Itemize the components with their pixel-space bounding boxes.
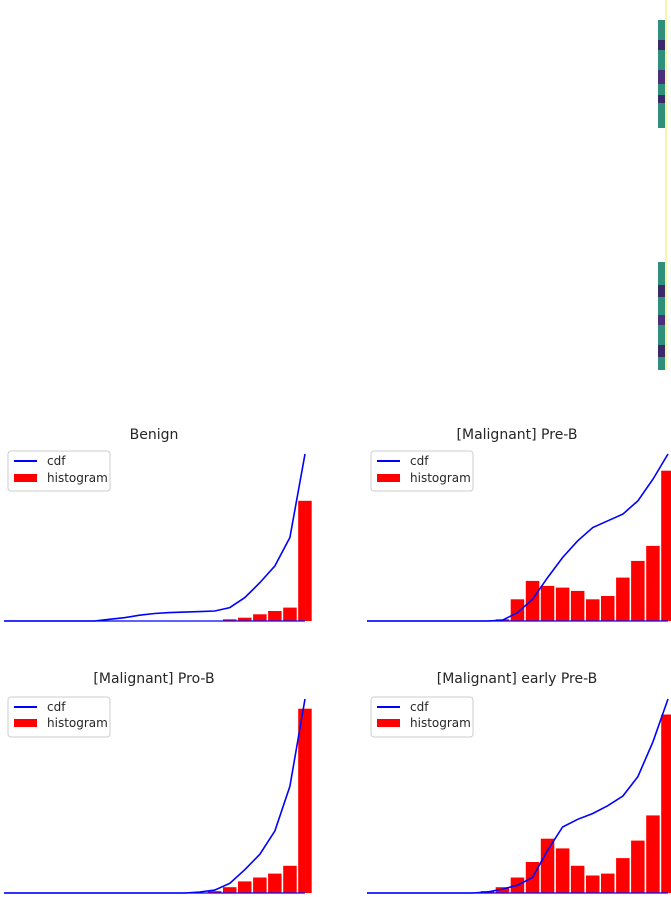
- histogram-bar: [223, 619, 237, 621]
- panel-early-pre-b: [Malignant] early Pre-B cdf histogram: [367, 671, 671, 894]
- histogram-bar: [616, 577, 630, 621]
- legend-histogram: histogram: [47, 716, 108, 730]
- panel-early-pre-b-legend: cdf histogram: [370, 696, 474, 738]
- histogram-bar: [207, 891, 222, 893]
- histogram-bar: [253, 877, 267, 893]
- histogram-bar: [586, 599, 600, 621]
- histogram-bar: [253, 614, 267, 621]
- panel-benign-hist: [223, 500, 312, 621]
- panel-pre-b-legend: cdf histogram: [370, 450, 474, 492]
- panel-pro-b-title: [Malignant] Pro-B: [93, 671, 214, 687]
- image-strips: [658, 0, 667, 370]
- panel-pre-b: [Malignant] Pre-B cdf histogram: [367, 427, 671, 622]
- panel-early-pre-b-hist: [480, 714, 671, 893]
- histogram-bar: [601, 596, 615, 621]
- histogram-bar: [268, 873, 282, 893]
- histogram-bar: [510, 599, 525, 621]
- panel-benign: Benign cdf histogram: [4, 427, 312, 622]
- legend-cdf: cdf: [410, 454, 429, 468]
- panel-pro-b-hist: [207, 708, 312, 893]
- histogram-bar: [555, 587, 570, 621]
- histogram-bar: [646, 545, 660, 621]
- panel-early-pre-b-title: [Malignant] early Pre-B: [437, 671, 598, 687]
- histogram-bar: [616, 858, 630, 893]
- histogram-bar: [223, 887, 237, 893]
- panel-pre-b-hist: [495, 470, 671, 621]
- histogram-bar: [631, 560, 645, 621]
- legend-cdf: cdf: [410, 700, 429, 714]
- histogram-bar: [283, 865, 297, 893]
- histogram-bar: [555, 848, 570, 893]
- panel-benign-title: Benign: [130, 427, 179, 443]
- histogram-bar: [283, 607, 297, 621]
- histogram-bar: [570, 590, 585, 621]
- panel-benign-legend: cdf histogram: [7, 450, 111, 492]
- histogram-bar: [631, 840, 645, 893]
- legend-cdf: cdf: [47, 700, 66, 714]
- histogram-bar: [298, 500, 312, 621]
- histogram-bar: [661, 470, 671, 621]
- legend-cdf: cdf: [47, 454, 66, 468]
- histogram-bar: [238, 881, 252, 893]
- histogram-bar: [298, 708, 312, 893]
- panel-pro-b-legend: cdf histogram: [7, 696, 111, 738]
- legend-histogram: histogram: [410, 716, 471, 730]
- histogram-bar: [570, 865, 585, 893]
- histogram-bar: [238, 617, 252, 621]
- panel-pre-b-title: [Malignant] Pre-B: [457, 427, 578, 443]
- histogram-bar: [586, 875, 600, 893]
- histogram-bar: [540, 838, 555, 893]
- histogram-bar: [661, 714, 671, 893]
- legend-histogram: histogram: [47, 471, 108, 485]
- histogram-bar: [601, 873, 615, 893]
- histogram-bar: [646, 815, 660, 893]
- histogram-bar: [495, 887, 510, 893]
- histogram-bar: [268, 611, 282, 621]
- panel-pro-b: [Malignant] Pro-B cdf histogram: [4, 671, 312, 894]
- legend-histogram: histogram: [410, 471, 471, 485]
- histogram-bar: [540, 585, 555, 621]
- histogram-bar: [525, 580, 540, 621]
